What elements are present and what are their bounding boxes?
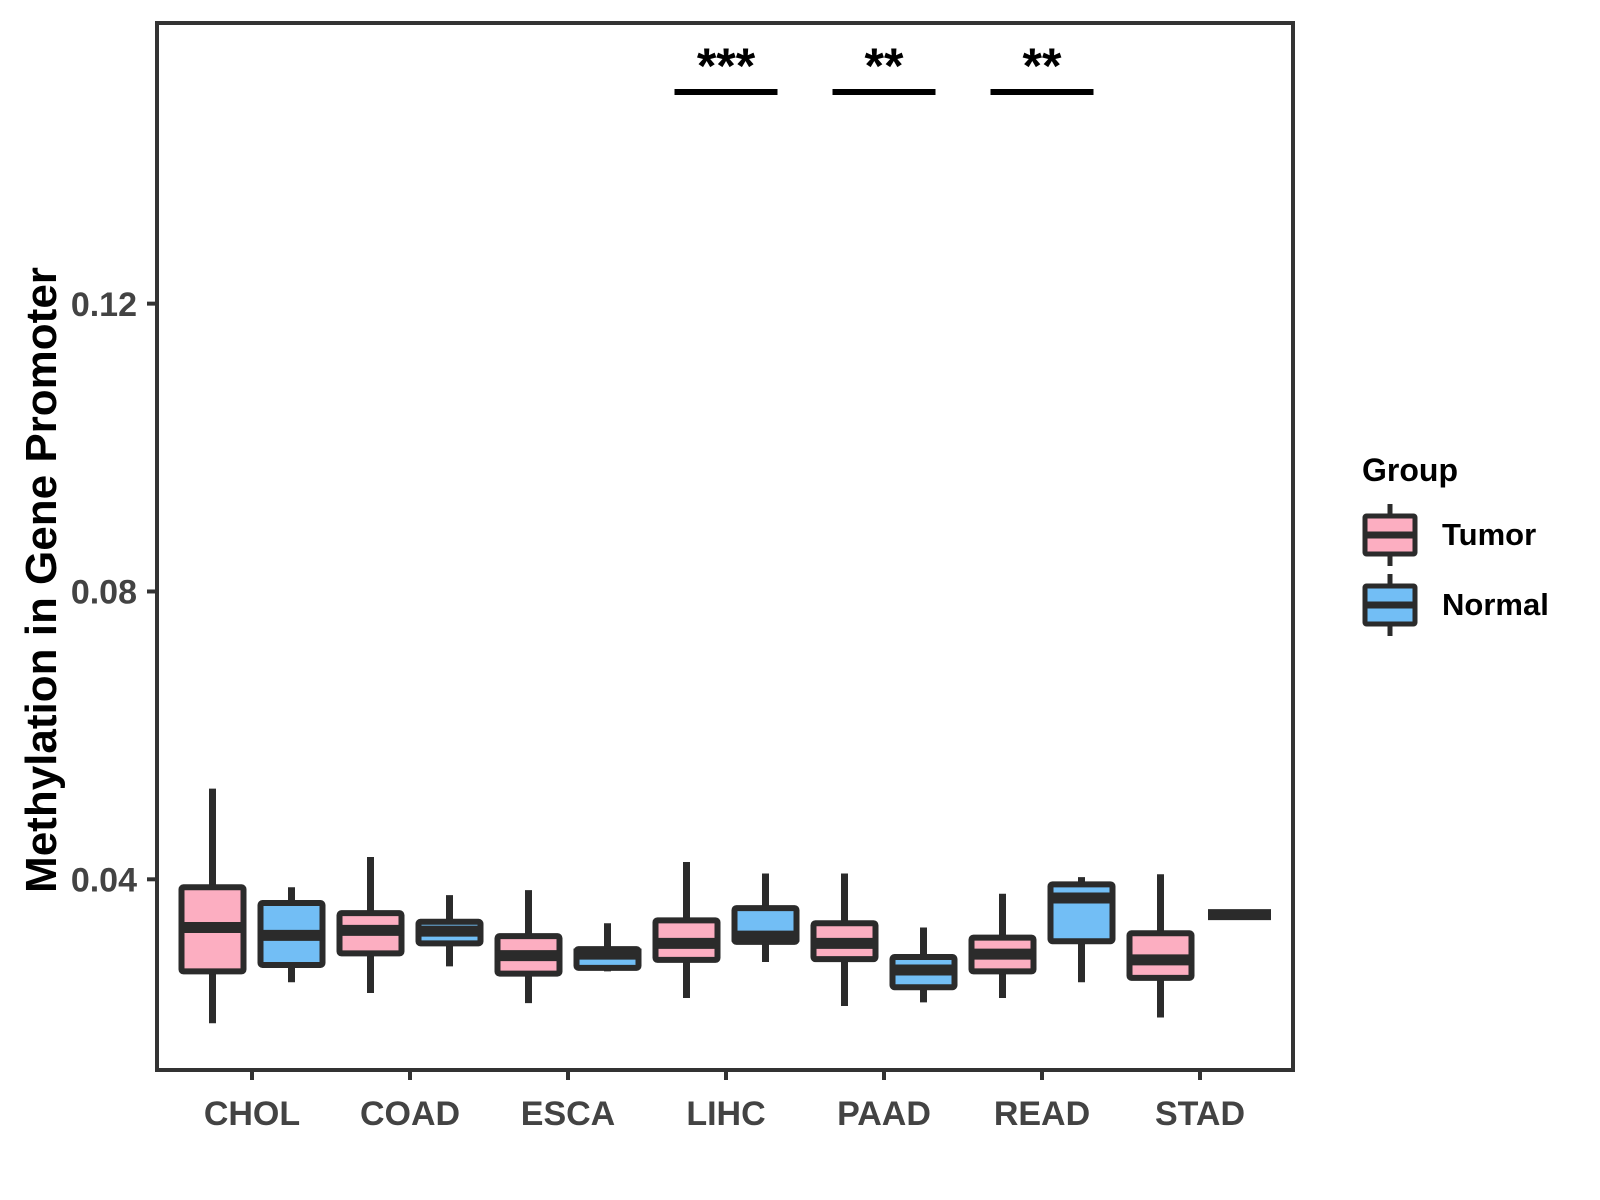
significance-stars-lihc: *** xyxy=(697,38,756,94)
boxplot-key-icon xyxy=(1362,574,1418,636)
y-tick-label: 0.04 xyxy=(71,862,137,900)
boxplot-key-icon xyxy=(1362,504,1418,566)
x-tick-label: READ xyxy=(994,1095,1090,1133)
x-tick-label: COAD xyxy=(360,1095,460,1133)
legend-title: Group xyxy=(1362,452,1458,488)
significance-stars-read: ** xyxy=(1023,38,1062,94)
y-tick-label: 0.08 xyxy=(71,574,137,612)
y-tick-label: 0.12 xyxy=(71,286,137,324)
legend-item-normal: Normal xyxy=(1362,573,1549,637)
x-tick-label: LIHC xyxy=(686,1095,765,1133)
y-axis-title: Methylation in Gene Promoter xyxy=(17,267,66,893)
x-tick-label: PAAD xyxy=(837,1095,931,1133)
x-tick-label: ESCA xyxy=(521,1095,615,1133)
x-tick-label: CHOL xyxy=(204,1095,300,1133)
legend-label-tumor: Tumor xyxy=(1442,517,1537,552)
legend: Group Tumor Normal xyxy=(1362,452,1549,643)
x-tick-label: STAD xyxy=(1155,1095,1245,1133)
panel-border xyxy=(155,21,1295,1072)
significance-stars-paad: ** xyxy=(865,38,904,94)
legend-label-normal: Normal xyxy=(1442,587,1549,622)
legend-items: Tumor Normal xyxy=(1362,503,1549,637)
legend-item-tumor: Tumor xyxy=(1362,503,1549,567)
